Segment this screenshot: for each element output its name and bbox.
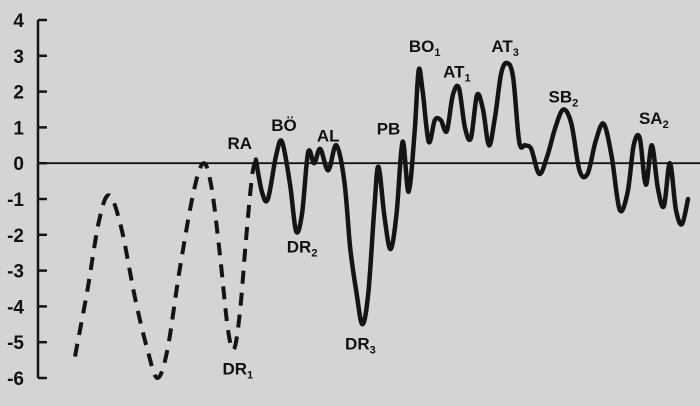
annotation-text: BÖ	[271, 116, 297, 135]
annotation-label: AL	[317, 127, 340, 146]
annotation-label: SA2	[639, 109, 669, 131]
annotation-label: DR2	[287, 238, 318, 260]
annotation-text: PB	[377, 120, 401, 139]
annotation-subscript: 2	[663, 119, 669, 131]
annotation-text: DR	[345, 334, 370, 353]
annotation-text: AT	[491, 37, 513, 56]
y-tick-label: -3	[7, 262, 24, 283]
y-tick-label: -4	[7, 297, 24, 318]
y-tick-label: -1	[7, 190, 24, 211]
annotation-text: DR	[287, 238, 312, 257]
annotation-subscript: 3	[513, 47, 519, 59]
y-tick-label: -6	[7, 369, 24, 390]
annotation-label: DR1	[222, 359, 253, 381]
annotation-subscript: 2	[572, 97, 578, 109]
annotation-label: PB	[377, 120, 401, 139]
annotation-text: SB	[549, 87, 573, 106]
y-tick-label: 3	[13, 47, 24, 68]
annotation-subscript: 1	[434, 47, 440, 59]
annotation-label: BO1	[409, 37, 441, 59]
y-tick-label: -2	[7, 226, 24, 247]
annotation-subscript: 3	[370, 344, 376, 356]
axes: 4 3 2 1 0 -1 -2 -3 -4 -5 -6	[7, 11, 700, 390]
series-line-solid	[253, 60, 691, 327]
annotation-text: SA	[639, 109, 663, 128]
annotation-label: SB2	[549, 87, 579, 109]
annotation-label: BÖ	[271, 116, 297, 135]
annotation-text: DR	[222, 359, 247, 378]
annotation-subscript: 1	[465, 72, 471, 84]
annotation-label: DR3	[345, 334, 376, 356]
annotation-text: BO	[409, 37, 435, 56]
annotation-text: RA	[228, 134, 253, 153]
series-layer	[73, 60, 691, 380]
annotation-subscript: 1	[247, 369, 253, 381]
annotation-label: AT1	[443, 62, 471, 84]
annotation-text: AT	[443, 62, 465, 81]
y-tick-label: -5	[7, 333, 24, 354]
annotation-label: AT3	[491, 37, 519, 59]
y-tick-label: 2	[13, 83, 24, 104]
y-tick-label: 0	[13, 154, 24, 175]
annotation-subscript: 2	[311, 248, 317, 260]
series-line-dashed	[73, 159, 258, 380]
y-tick-label: 1	[13, 118, 24, 139]
annotation-label: RA	[228, 134, 253, 153]
annotation-text: AL	[317, 127, 340, 146]
y-tick-label: 4	[13, 11, 24, 32]
